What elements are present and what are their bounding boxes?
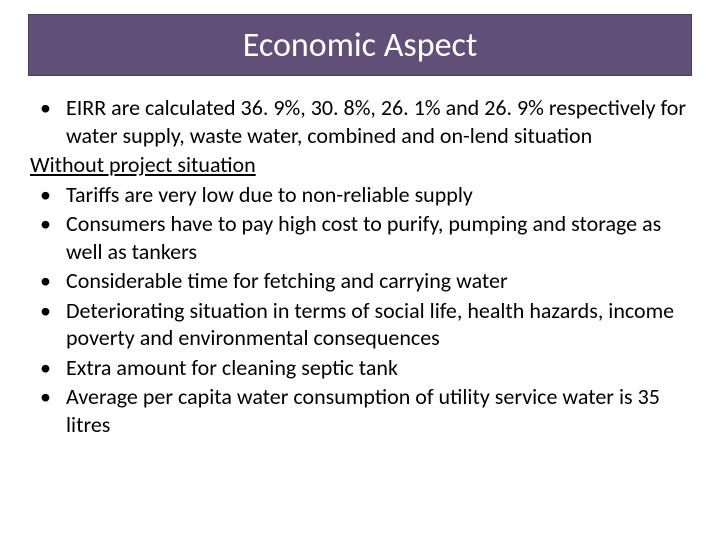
bullet-item: • Average per capita water consumption o… xyxy=(30,383,690,438)
bullet-text: Consumers have to pay high cost to purif… xyxy=(66,210,690,265)
bullet-item: • Deteriorating situation in terms of so… xyxy=(30,297,690,352)
bullet-text: Considerable time for fetching and carry… xyxy=(66,267,690,295)
bullet-marker: • xyxy=(30,297,66,352)
bullet-item: • Consumers have to pay high cost to pur… xyxy=(30,210,690,265)
slide-title: Economic Aspect xyxy=(243,25,478,66)
subheading: Without project situation xyxy=(30,151,690,179)
bullet-text: Deteriorating situation in terms of soci… xyxy=(66,297,690,352)
bullet-text: Extra amount for cleaning septic tank xyxy=(66,354,690,382)
bullet-marker: • xyxy=(30,267,66,295)
bullet-item: • EIRR are calculated 36. 9%, 30. 8%, 26… xyxy=(30,94,690,149)
bullet-item: • Tariffs are very low due to non-reliab… xyxy=(30,181,690,209)
title-bar: Economic Aspect xyxy=(28,14,692,76)
bullet-item: • Extra amount for cleaning septic tank xyxy=(30,354,690,382)
bullet-marker: • xyxy=(30,210,66,265)
bullet-text: Average per capita water consumption of … xyxy=(66,383,690,438)
bullet-marker: • xyxy=(30,94,66,149)
bullet-text: Tariffs are very low due to non-reliable… xyxy=(66,181,690,209)
bullet-marker: • xyxy=(30,181,66,209)
slide-content: • EIRR are calculated 36. 9%, 30. 8%, 26… xyxy=(30,94,690,440)
bullet-marker: • xyxy=(30,383,66,438)
bullet-text: EIRR are calculated 36. 9%, 30. 8%, 26. … xyxy=(66,94,690,149)
bullet-marker: • xyxy=(30,354,66,382)
bullet-item: • Considerable time for fetching and car… xyxy=(30,267,690,295)
